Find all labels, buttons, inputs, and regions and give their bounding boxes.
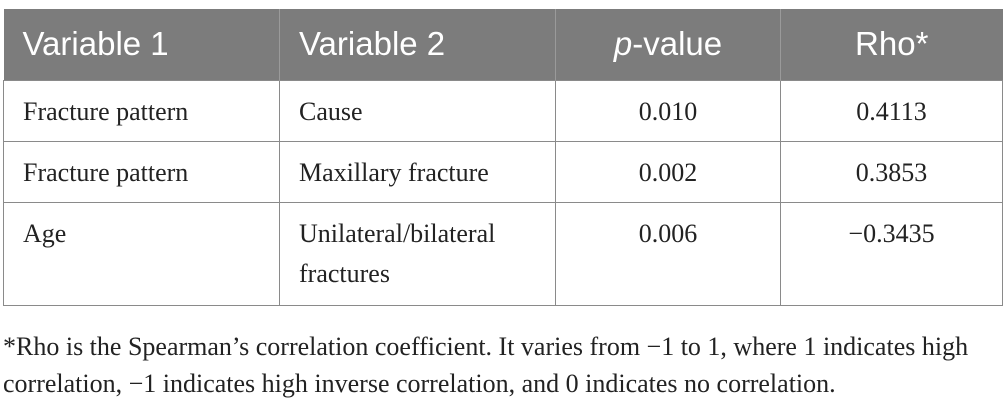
header-p-value: p-value [555, 9, 781, 80]
cell-p-value: 0.006 [555, 201, 781, 306]
correlation-table-container: Variable 1 Variable 2 p-value Rho* Fract… [3, 9, 1003, 306]
cell-rho: 0.4113 [780, 79, 1003, 142]
correlation-table: Variable 1 Variable 2 p-value Rho* Fract… [3, 9, 1003, 306]
cell-variable-2: Maxillary fracture [279, 140, 556, 203]
header-text-suffix: -value [632, 25, 723, 63]
cell-text: Age [23, 218, 67, 248]
cell-text: Fracture pattern [23, 157, 189, 187]
table-row: Fracture pattern Maxillary fracture 0.00… [3, 140, 1003, 203]
cell-text: 0.4113 [856, 96, 927, 126]
header-italic-p: p [613, 25, 633, 63]
cell-text: 0.006 [638, 218, 698, 248]
header-text: Rho* [855, 25, 929, 63]
header-text: Variable 2 [299, 25, 446, 63]
cell-rho: −0.3435 [780, 201, 1003, 306]
cell-p-value: 0.010 [555, 79, 781, 142]
cell-rho: 0.3853 [780, 140, 1003, 203]
cell-p-value: 0.002 [555, 140, 781, 203]
cell-text: −0.3435 [848, 218, 935, 248]
cell-variable-2: Cause [279, 79, 556, 142]
cell-text: Maxillary fracture [299, 157, 489, 187]
header-variable-1: Variable 1 [4, 9, 280, 80]
cell-variable-1: Fracture pattern [3, 140, 280, 203]
table-footnote: *Rho is the Spearman’s correlation coeff… [3, 332, 969, 398]
cell-text: 0.010 [638, 96, 698, 126]
header-text: Variable 1 [22, 25, 169, 63]
cell-variable-1: Fracture pattern [3, 79, 280, 142]
cell-text: 0.002 [638, 157, 698, 187]
cell-variable-2: Unilateral/bilateral fractures [279, 201, 556, 306]
table-body: Fracture pattern Cause 0.010 0.4113 Frac… [3, 79, 1003, 306]
cell-text: 0.3853 [855, 157, 928, 187]
header-rho: Rho* [780, 9, 1003, 80]
cell-text: Cause [299, 96, 363, 126]
table-row: Age Unilateral/bilateral fractures 0.006… [3, 201, 1003, 306]
header-variable-2: Variable 2 [279, 9, 556, 80]
cell-text: Unilateral/bilateral fractures [299, 218, 496, 288]
cell-variable-1: Age [3, 201, 280, 306]
table-row: Fracture pattern Cause 0.010 0.4113 [3, 79, 1003, 142]
header-row: Variable 1 Variable 2 p-value Rho* [3, 9, 1003, 80]
cell-text: Fracture pattern [23, 96, 189, 126]
table-header: Variable 1 Variable 2 p-value Rho* [3, 9, 1003, 80]
